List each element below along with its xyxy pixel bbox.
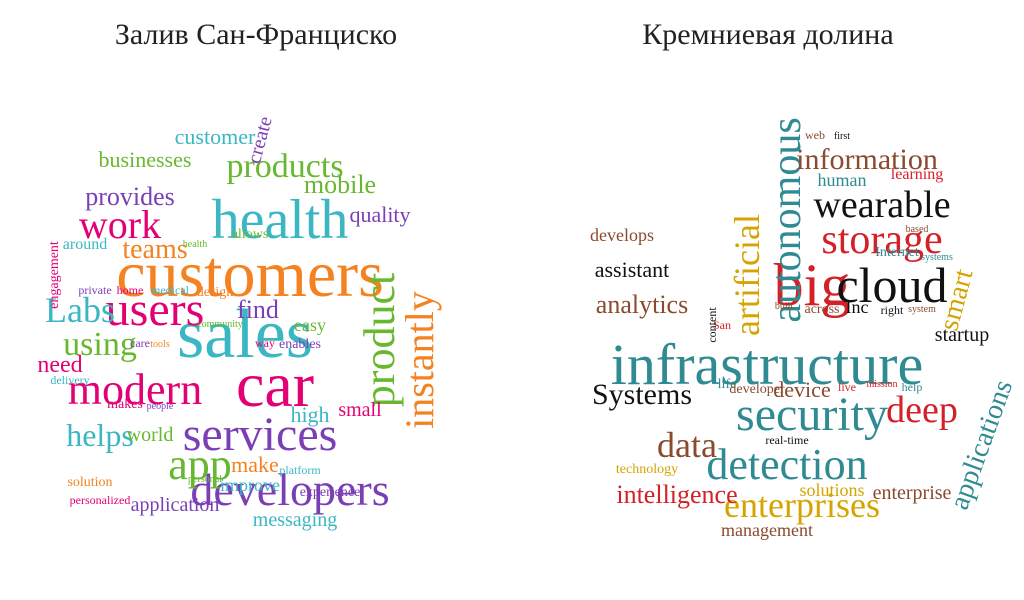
word-left-26: make (231, 454, 279, 476)
word-left-43: tools (150, 340, 169, 350)
word-left-20: businesses (99, 149, 192, 171)
word-left-37: home (117, 284, 144, 296)
word-right-16: assistant (595, 259, 670, 281)
word-left-11: product (358, 273, 402, 407)
word-left-40: community (197, 320, 243, 330)
word-left-17: provides (85, 184, 175, 210)
word-left-28: high (290, 404, 329, 426)
wordcloud-left: customerssalescarhealthservicesdeveloper… (0, 75, 512, 575)
word-right-26: management (721, 521, 813, 539)
word-right-25: solutions (799, 481, 864, 499)
word-left-53: health (183, 240, 207, 250)
word-left-29: small (338, 400, 381, 420)
word-left-15: helps (66, 419, 134, 451)
word-right-42: first (834, 132, 850, 142)
word-left-46: people (147, 402, 174, 412)
wordcloud-right: infrastructurebigcloudsecuritydetections… (512, 75, 1024, 575)
word-left-34: design (197, 286, 234, 300)
word-right-34: across (805, 303, 840, 317)
word-left-41: way (255, 337, 275, 349)
word-left-47: solution (67, 476, 112, 490)
word-right-41: web (805, 129, 825, 141)
word-left-30: application (131, 495, 220, 515)
word-left-35: improve (220, 476, 280, 494)
word-right-45: built (775, 302, 793, 312)
word-right-14: intelligence (616, 482, 737, 508)
word-right-36: Internet (875, 246, 919, 260)
word-left-51: experience (300, 486, 361, 500)
word-left-52: engagement (48, 241, 62, 309)
word-left-50: platform (279, 464, 320, 476)
word-left-48: personalized (70, 494, 131, 506)
word-right-38: right (881, 304, 904, 316)
word-right-20: learning (891, 167, 943, 183)
word-left-33: easy (294, 316, 326, 334)
word-right-33: Inc (846, 298, 869, 316)
word-left-45: makes (107, 398, 143, 412)
word-left-27: world (127, 425, 174, 445)
word-left-49: personal (188, 475, 222, 485)
word-right-13: Systems (592, 380, 692, 410)
word-right-11: data (657, 427, 717, 463)
word-left-18: mobile (304, 172, 376, 198)
word-left-32: around (63, 237, 107, 253)
word-right-28: real-time (765, 434, 808, 446)
word-left-24: find (237, 297, 279, 323)
word-right-31: live (838, 381, 856, 393)
word-left-44: delivery (50, 374, 89, 386)
word-right-39: system (908, 305, 936, 315)
title-left: Залив Сан-Франциско (0, 18, 512, 52)
word-right-44: content (706, 307, 718, 342)
word-left-31: messaging (253, 510, 337, 530)
word-right-22: startup (935, 325, 989, 345)
word-right-6: wearable (813, 186, 950, 224)
word-left-22: quality (349, 204, 410, 226)
panel-right: Кремниевая долина infrastructurebigcloud… (512, 0, 1024, 600)
word-right-37: based (906, 225, 929, 235)
word-right-40: systems (921, 253, 953, 263)
word-left-23: allows (232, 228, 269, 242)
word-right-15: analytics (596, 292, 688, 318)
word-right-19: human (818, 171, 867, 189)
word-left-12: instantly (400, 291, 440, 429)
word-right-32: help (902, 381, 923, 393)
word-left-36: private (78, 284, 111, 296)
panel-left: Залив Сан-Франциско customerssalescarhea… (0, 0, 512, 600)
word-left-42: care (130, 337, 150, 349)
word-left-16: teams (122, 236, 187, 264)
word-right-30: developer (729, 383, 784, 397)
word-right-24: enterprise (873, 483, 952, 503)
word-right-17: develops (590, 226, 654, 244)
title-right: Кремниевая долина (512, 18, 1024, 52)
word-right-8: artificial (729, 214, 765, 336)
word-left-38: medical (151, 284, 189, 296)
word-right-43: mission (866, 380, 897, 390)
word-left-19: customer (175, 126, 256, 148)
wordclouds-container: Залив Сан-Франциско customerssalescarhea… (0, 0, 1024, 600)
word-right-27: technology (616, 463, 678, 477)
word-left-39: enables (279, 338, 321, 352)
word-right-10: deep (886, 391, 958, 429)
